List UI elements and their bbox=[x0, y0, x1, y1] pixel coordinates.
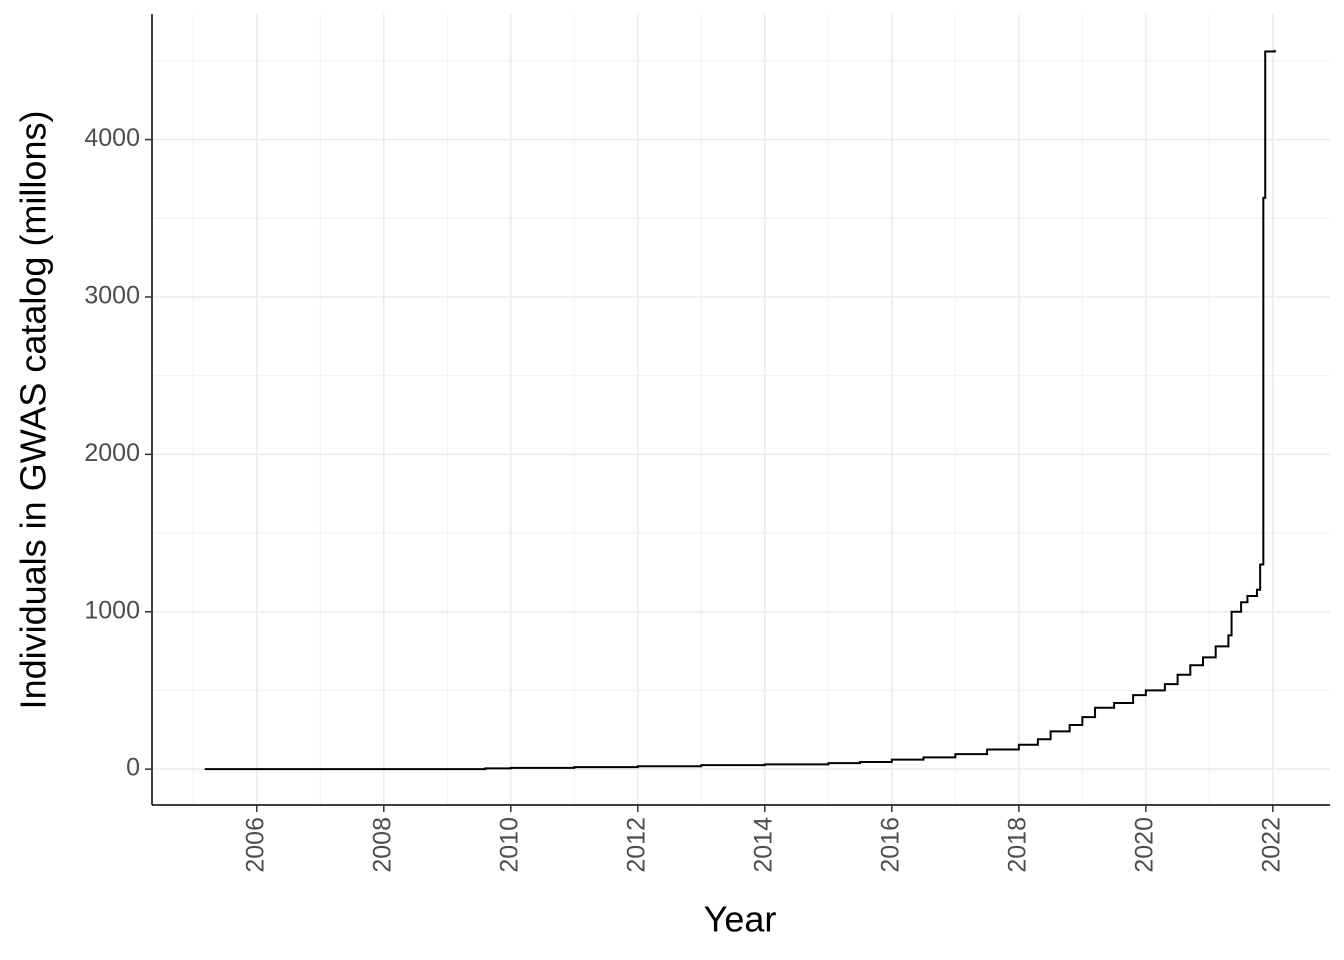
y-tick-label: 0 bbox=[126, 754, 140, 782]
y-tick-label: 2000 bbox=[84, 439, 140, 467]
x-tick-label: 2012 bbox=[622, 817, 650, 873]
x-tick-label: 2008 bbox=[368, 817, 396, 873]
y-tick-label: 3000 bbox=[84, 282, 140, 310]
step-line bbox=[204, 49, 1276, 771]
x-tick-label: 2018 bbox=[1003, 817, 1031, 873]
x-tick-label: 2006 bbox=[241, 817, 269, 873]
y-axis-title: Individuals in GWAS catalog (millons) bbox=[13, 111, 54, 710]
grid bbox=[152, 14, 1330, 805]
x-tick-label: 2010 bbox=[495, 817, 523, 873]
x-tick-label: 2014 bbox=[749, 817, 777, 873]
x-tick-label: 2020 bbox=[1130, 817, 1158, 873]
y-tick-label: 1000 bbox=[84, 596, 140, 624]
y-tick-label: 4000 bbox=[84, 124, 140, 152]
x-tick-label: 2022 bbox=[1257, 817, 1285, 873]
x-axis-title: Year bbox=[704, 899, 777, 940]
plot bbox=[204, 49, 1276, 771]
x-tick-label: 2016 bbox=[876, 817, 904, 873]
